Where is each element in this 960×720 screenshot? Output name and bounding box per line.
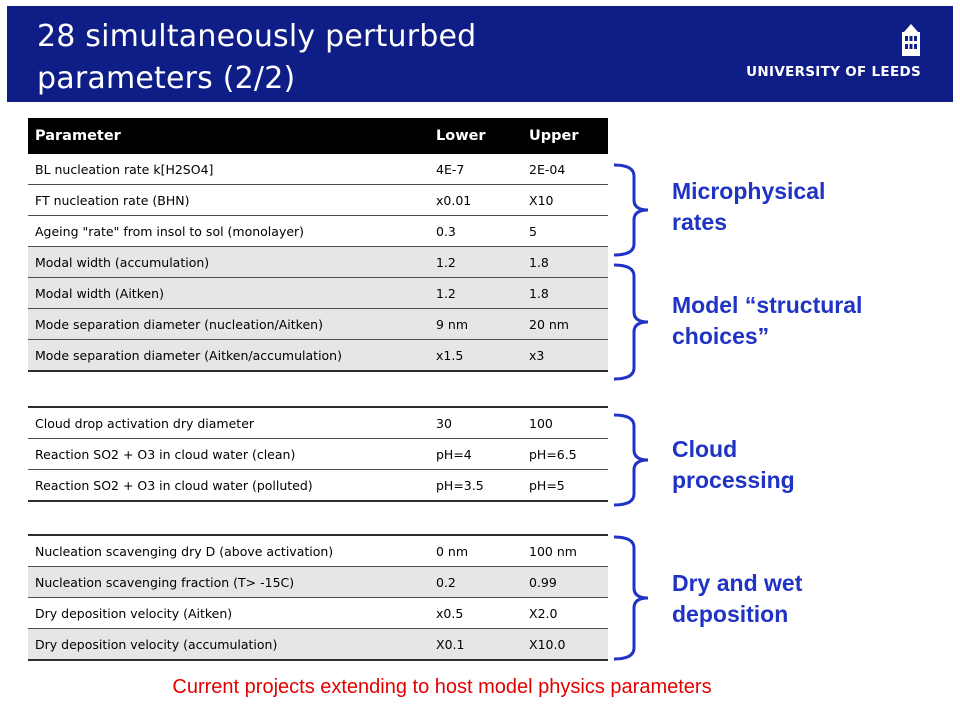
table-row: Modal width (accumulation) 1.2 1.8 [28, 246, 608, 278]
param-name: Modal width (Aitken) [28, 277, 429, 309]
param-lower: 1.2 [429, 246, 522, 278]
group-label-microphysical: Microphysical rates [672, 178, 826, 235]
param-lower: x0.5 [429, 597, 522, 629]
tower-icon [902, 24, 920, 56]
param-upper: x3 [522, 339, 608, 372]
footer-note: Current projects extending to host model… [172, 676, 712, 698]
param-name: Dry deposition velocity (Aitken) [28, 597, 429, 629]
table-row: Reaction SO2 + O3 in cloud water (pollut… [28, 469, 608, 502]
param-upper: 1.8 [522, 277, 608, 309]
table-row: Dry deposition velocity (Aitken) x0.5 X2… [28, 597, 608, 629]
param-name: Mode separation diameter (Aitken/accumul… [28, 339, 429, 372]
param-name: FT nucleation rate (BHN) [28, 184, 429, 216]
param-upper: 20 nm [522, 308, 608, 340]
param-name: Nucleation scavenging dry D (above activ… [28, 535, 429, 567]
header-lower: Lower [429, 118, 522, 154]
param-upper: X2.0 [522, 597, 608, 629]
param-upper: 2E-04 [522, 154, 608, 185]
table-row: FT nucleation rate (BHN) x0.01 X10 [28, 184, 608, 216]
param-upper: X10 [522, 184, 608, 216]
header-parameter: Parameter [28, 118, 429, 154]
group-label-deposition: Dry and wet deposition [672, 570, 803, 627]
table-row: Nucleation scavenging fraction (T> -15C)… [28, 566, 608, 598]
table-row: BL nucleation rate k[H2SO4] 4E-7 2E-04 [28, 154, 608, 185]
param-lower: 30 [429, 407, 522, 439]
param-name: Cloud drop activation dry diameter [28, 407, 429, 439]
header-upper: Upper [522, 118, 608, 154]
param-upper: X10.0 [522, 628, 608, 661]
table-row: Mode separation diameter (Aitken/accumul… [28, 339, 608, 372]
param-name: BL nucleation rate k[H2SO4] [28, 154, 429, 185]
title-banner: 28 simultaneously perturbed parameters (… [7, 6, 953, 102]
brace-icon [613, 535, 649, 661]
param-upper: 5 [522, 215, 608, 247]
param-lower: x1.5 [429, 339, 522, 372]
param-lower: X0.1 [429, 628, 522, 661]
table-row: Mode separation diameter (nucleation/Ait… [28, 308, 608, 340]
param-upper: 100 nm [522, 535, 608, 567]
table-row: Nucleation scavenging dry D (above activ… [28, 535, 608, 567]
param-name: Ageing "rate" from insol to sol (monolay… [28, 215, 429, 247]
param-lower: pH=3.5 [429, 469, 522, 502]
param-lower: 4E-7 [429, 154, 522, 185]
parameters-table-main: Parameter Lower Upper BL nucleation rate… [28, 118, 608, 372]
param-name: Reaction SO2 + O3 in cloud water (clean) [28, 438, 429, 470]
parameters-table-cloud: Cloud drop activation dry diameter 30 10… [28, 406, 608, 502]
table-row: Cloud drop activation dry diameter 30 10… [28, 407, 608, 439]
param-lower: 0.2 [429, 566, 522, 598]
table-row: Reaction SO2 + O3 in cloud water (clean)… [28, 438, 608, 470]
logo-text: UNIVERSITY OF LEEDS [746, 64, 921, 80]
param-lower: 0 nm [429, 535, 522, 567]
slide-title: 28 simultaneously perturbed parameters (… [37, 19, 477, 96]
param-name: Modal width (accumulation) [28, 246, 429, 278]
param-name: Nucleation scavenging fraction (T> -15C) [28, 566, 429, 598]
param-name: Dry deposition velocity (accumulation) [28, 628, 429, 661]
table-row: Modal width (Aitken) 1.2 1.8 [28, 277, 608, 309]
group-label-structural: Model “structural choices” [672, 292, 863, 349]
param-lower: 1.2 [429, 277, 522, 309]
table-row: Dry deposition velocity (accumulation) X… [28, 628, 608, 661]
table-row: Ageing "rate" from insol to sol (monolay… [28, 215, 608, 247]
param-lower: x0.01 [429, 184, 522, 216]
param-name: Mode separation diameter (nucleation/Ait… [28, 308, 429, 340]
param-upper: 100 [522, 407, 608, 439]
param-lower: 9 nm [429, 308, 522, 340]
group-label-cloud: Cloud processing [672, 436, 795, 493]
param-name: Reaction SO2 + O3 in cloud water (pollut… [28, 469, 429, 502]
brace-icon [613, 163, 649, 257]
param-upper: pH=6.5 [522, 438, 608, 470]
table-header-row: Parameter Lower Upper [28, 118, 608, 154]
param-upper: 0.99 [522, 566, 608, 598]
parameters-table-deposition: Nucleation scavenging dry D (above activ… [28, 534, 608, 661]
param-lower: 0.3 [429, 215, 522, 247]
param-lower: pH=4 [429, 438, 522, 470]
param-upper: pH=5 [522, 469, 608, 502]
brace-icon [613, 413, 649, 507]
brace-icon [613, 263, 649, 381]
param-upper: 1.8 [522, 246, 608, 278]
university-logo: UNIVERSITY OF LEEDS [746, 24, 921, 80]
